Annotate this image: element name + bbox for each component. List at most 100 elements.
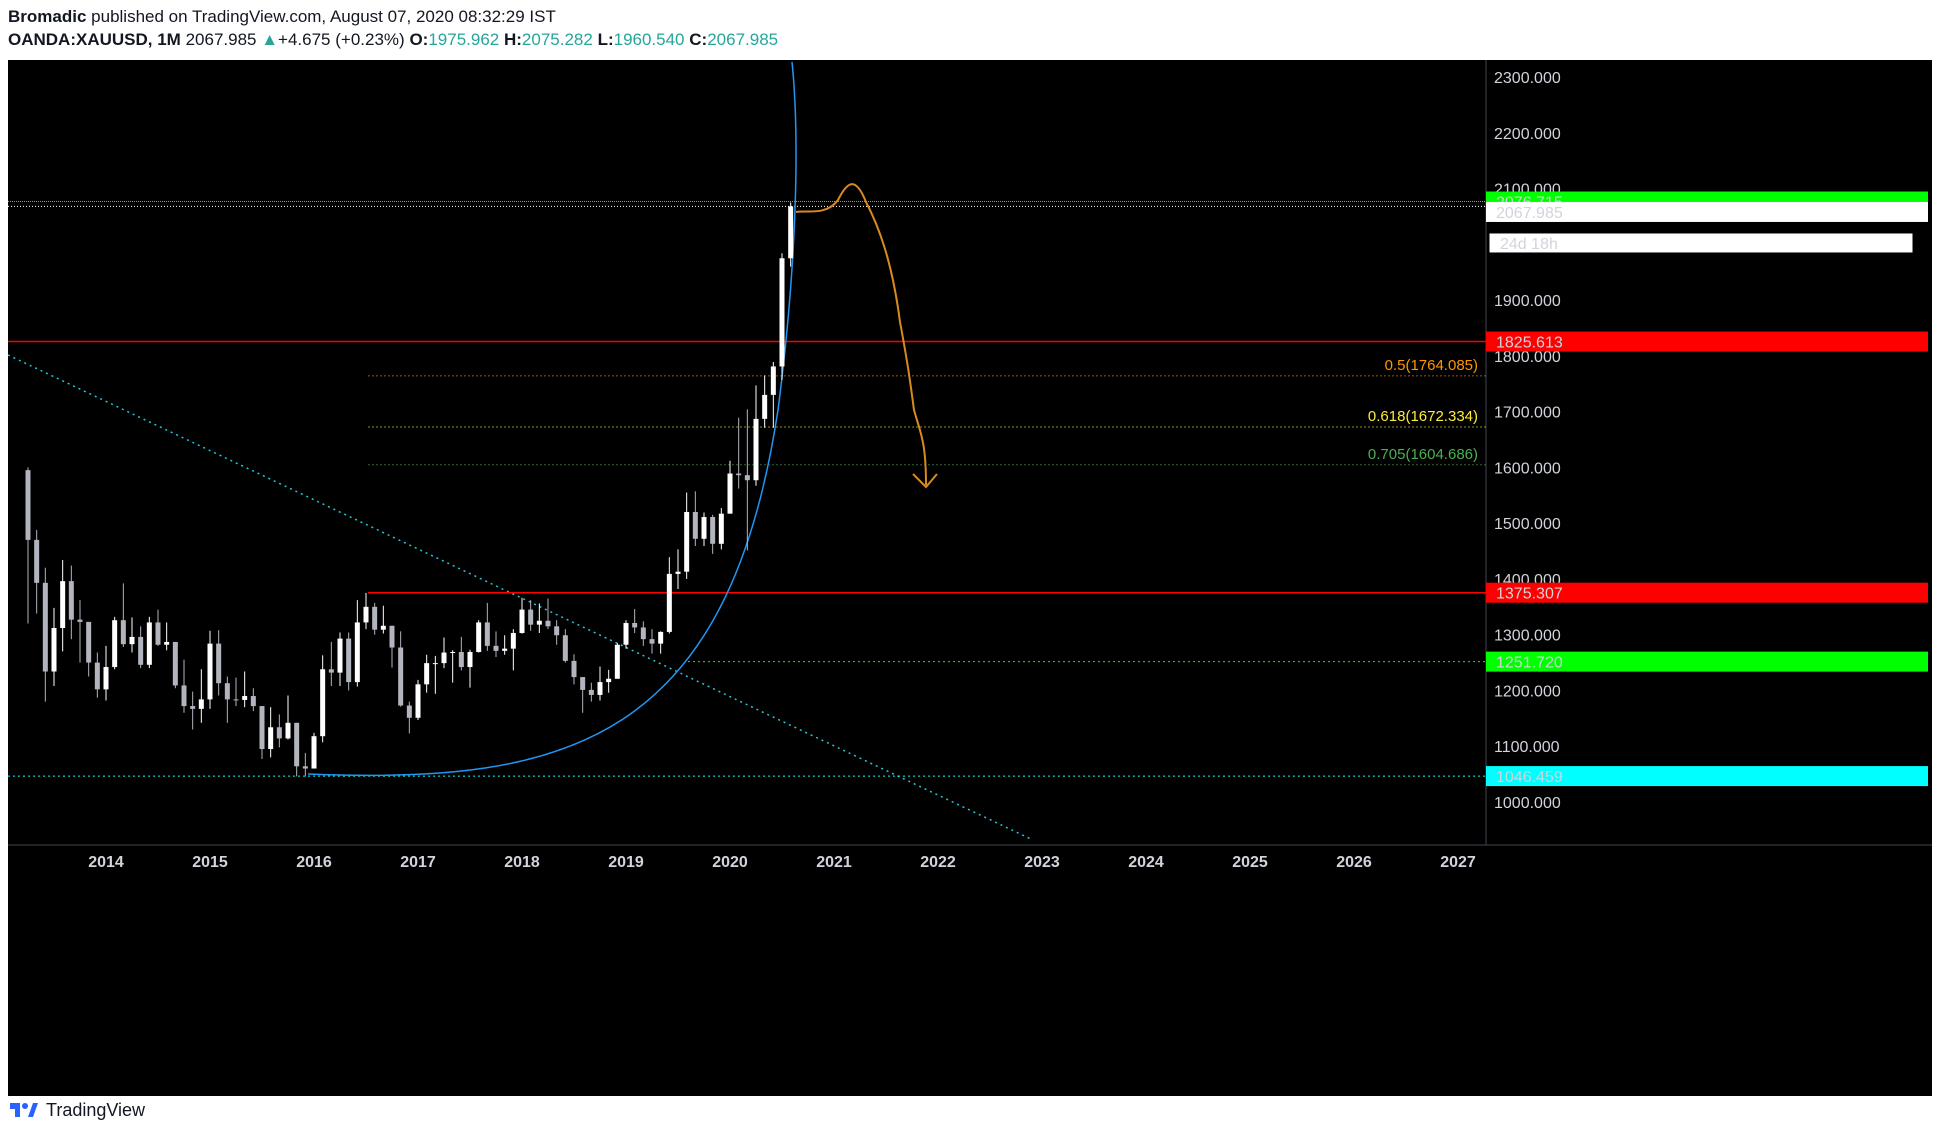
candle[interactable] bbox=[649, 629, 655, 654]
candle[interactable] bbox=[94, 652, 100, 698]
candle[interactable] bbox=[285, 695, 291, 740]
parabolic-arc[interactable] bbox=[307, 61, 797, 777]
candle[interactable] bbox=[467, 649, 473, 688]
candle[interactable] bbox=[432, 655, 438, 694]
candle[interactable] bbox=[216, 630, 222, 696]
candle[interactable] bbox=[510, 629, 516, 671]
candle[interactable] bbox=[224, 676, 230, 723]
candle[interactable] bbox=[294, 722, 300, 777]
candle[interactable] bbox=[138, 626, 144, 669]
candle[interactable] bbox=[415, 679, 421, 721]
candle[interactable] bbox=[658, 631, 664, 654]
candle[interactable] bbox=[268, 707, 274, 758]
candle[interactable] bbox=[736, 417, 742, 489]
candle[interactable] bbox=[337, 632, 343, 686]
candle[interactable] bbox=[328, 641, 334, 686]
candle[interactable] bbox=[320, 655, 326, 743]
candle[interactable] bbox=[380, 605, 386, 634]
candle[interactable] bbox=[692, 491, 698, 547]
candle-body bbox=[294, 722, 300, 767]
candle[interactable] bbox=[528, 600, 534, 631]
candle[interactable] bbox=[779, 253, 785, 380]
candle[interactable] bbox=[250, 688, 256, 712]
candle[interactable] bbox=[666, 557, 672, 634]
candle[interactable] bbox=[718, 508, 724, 550]
candle[interactable] bbox=[762, 375, 768, 428]
candle[interactable] bbox=[129, 617, 135, 653]
candle[interactable] bbox=[545, 598, 551, 630]
candle-body bbox=[510, 633, 516, 649]
candle[interactable] bbox=[614, 643, 620, 679]
candle[interactable] bbox=[77, 600, 83, 663]
candle[interactable] bbox=[744, 409, 750, 551]
candle[interactable] bbox=[146, 616, 152, 669]
candle[interactable] bbox=[519, 597, 525, 634]
candle[interactable] bbox=[346, 632, 352, 691]
candle[interactable] bbox=[770, 361, 776, 428]
candle[interactable] bbox=[259, 706, 265, 760]
candle[interactable] bbox=[242, 671, 248, 708]
candle[interactable] bbox=[172, 641, 178, 689]
candle[interactable] bbox=[363, 592, 369, 630]
candle[interactable] bbox=[424, 654, 430, 693]
symbol-name[interactable]: OANDA:XAUUSD, 1M bbox=[8, 30, 181, 49]
candle[interactable] bbox=[207, 630, 213, 709]
candle[interactable] bbox=[354, 600, 360, 687]
author-name[interactable]: Bromadic bbox=[8, 7, 87, 26]
candle[interactable] bbox=[60, 559, 66, 652]
candle[interactable] bbox=[476, 620, 482, 653]
candle[interactable] bbox=[727, 460, 733, 514]
candle[interactable] bbox=[571, 654, 577, 685]
candle[interactable] bbox=[120, 583, 126, 647]
candle[interactable] bbox=[753, 385, 759, 486]
candle[interactable] bbox=[86, 621, 92, 677]
candle-body bbox=[372, 606, 378, 630]
candle[interactable] bbox=[181, 659, 187, 713]
candle[interactable] bbox=[25, 467, 31, 624]
candle[interactable] bbox=[597, 666, 603, 701]
candle[interactable] bbox=[302, 752, 308, 777]
candle[interactable] bbox=[580, 677, 586, 713]
candle[interactable] bbox=[502, 635, 508, 655]
candle[interactable] bbox=[606, 669, 612, 693]
candle[interactable] bbox=[536, 603, 542, 634]
candle[interactable] bbox=[562, 629, 568, 663]
candle[interactable] bbox=[190, 691, 196, 730]
candle[interactable] bbox=[198, 669, 204, 723]
candle[interactable] bbox=[554, 620, 560, 645]
candle[interactable] bbox=[484, 602, 490, 651]
candle[interactable] bbox=[372, 602, 378, 635]
candle[interactable] bbox=[632, 609, 638, 634]
candle[interactable] bbox=[493, 631, 499, 657]
candle[interactable] bbox=[788, 202, 794, 267]
candle[interactable] bbox=[458, 636, 464, 671]
tradingview-logo-icon[interactable] bbox=[10, 1097, 40, 1121]
candle[interactable] bbox=[112, 616, 118, 670]
chart-area[interactable]: 1000.000 1100.000 1200.000 1300.000 1400.000… bbox=[8, 60, 1932, 1108]
candle[interactable] bbox=[276, 714, 282, 748]
candle[interactable] bbox=[51, 607, 57, 686]
candle[interactable] bbox=[42, 567, 48, 702]
candle[interactable] bbox=[623, 620, 629, 649]
candle[interactable] bbox=[233, 677, 239, 707]
candle[interactable] bbox=[675, 549, 681, 589]
candle[interactable] bbox=[164, 622, 170, 651]
candle[interactable] bbox=[311, 732, 317, 769]
candle[interactable] bbox=[450, 650, 456, 683]
candle[interactable] bbox=[406, 701, 412, 734]
candle[interactable] bbox=[640, 621, 646, 646]
price-chart[interactable]: 1000.0001100.0001200.0001300.0001400.000… bbox=[8, 60, 1932, 1108]
candle[interactable] bbox=[398, 631, 404, 707]
projection-path[interactable] bbox=[795, 183, 927, 486]
tradingview-brand[interactable]: TradingView bbox=[46, 1100, 146, 1120]
candle[interactable] bbox=[701, 512, 707, 547]
candle[interactable] bbox=[389, 625, 395, 668]
candle[interactable] bbox=[155, 609, 161, 646]
candle[interactable] bbox=[34, 529, 40, 614]
candle[interactable] bbox=[588, 682, 594, 702]
candle[interactable] bbox=[103, 645, 109, 701]
candle[interactable] bbox=[684, 492, 690, 579]
candle[interactable] bbox=[441, 637, 447, 669]
candle[interactable] bbox=[710, 514, 716, 554]
candle[interactable] bbox=[68, 565, 74, 640]
